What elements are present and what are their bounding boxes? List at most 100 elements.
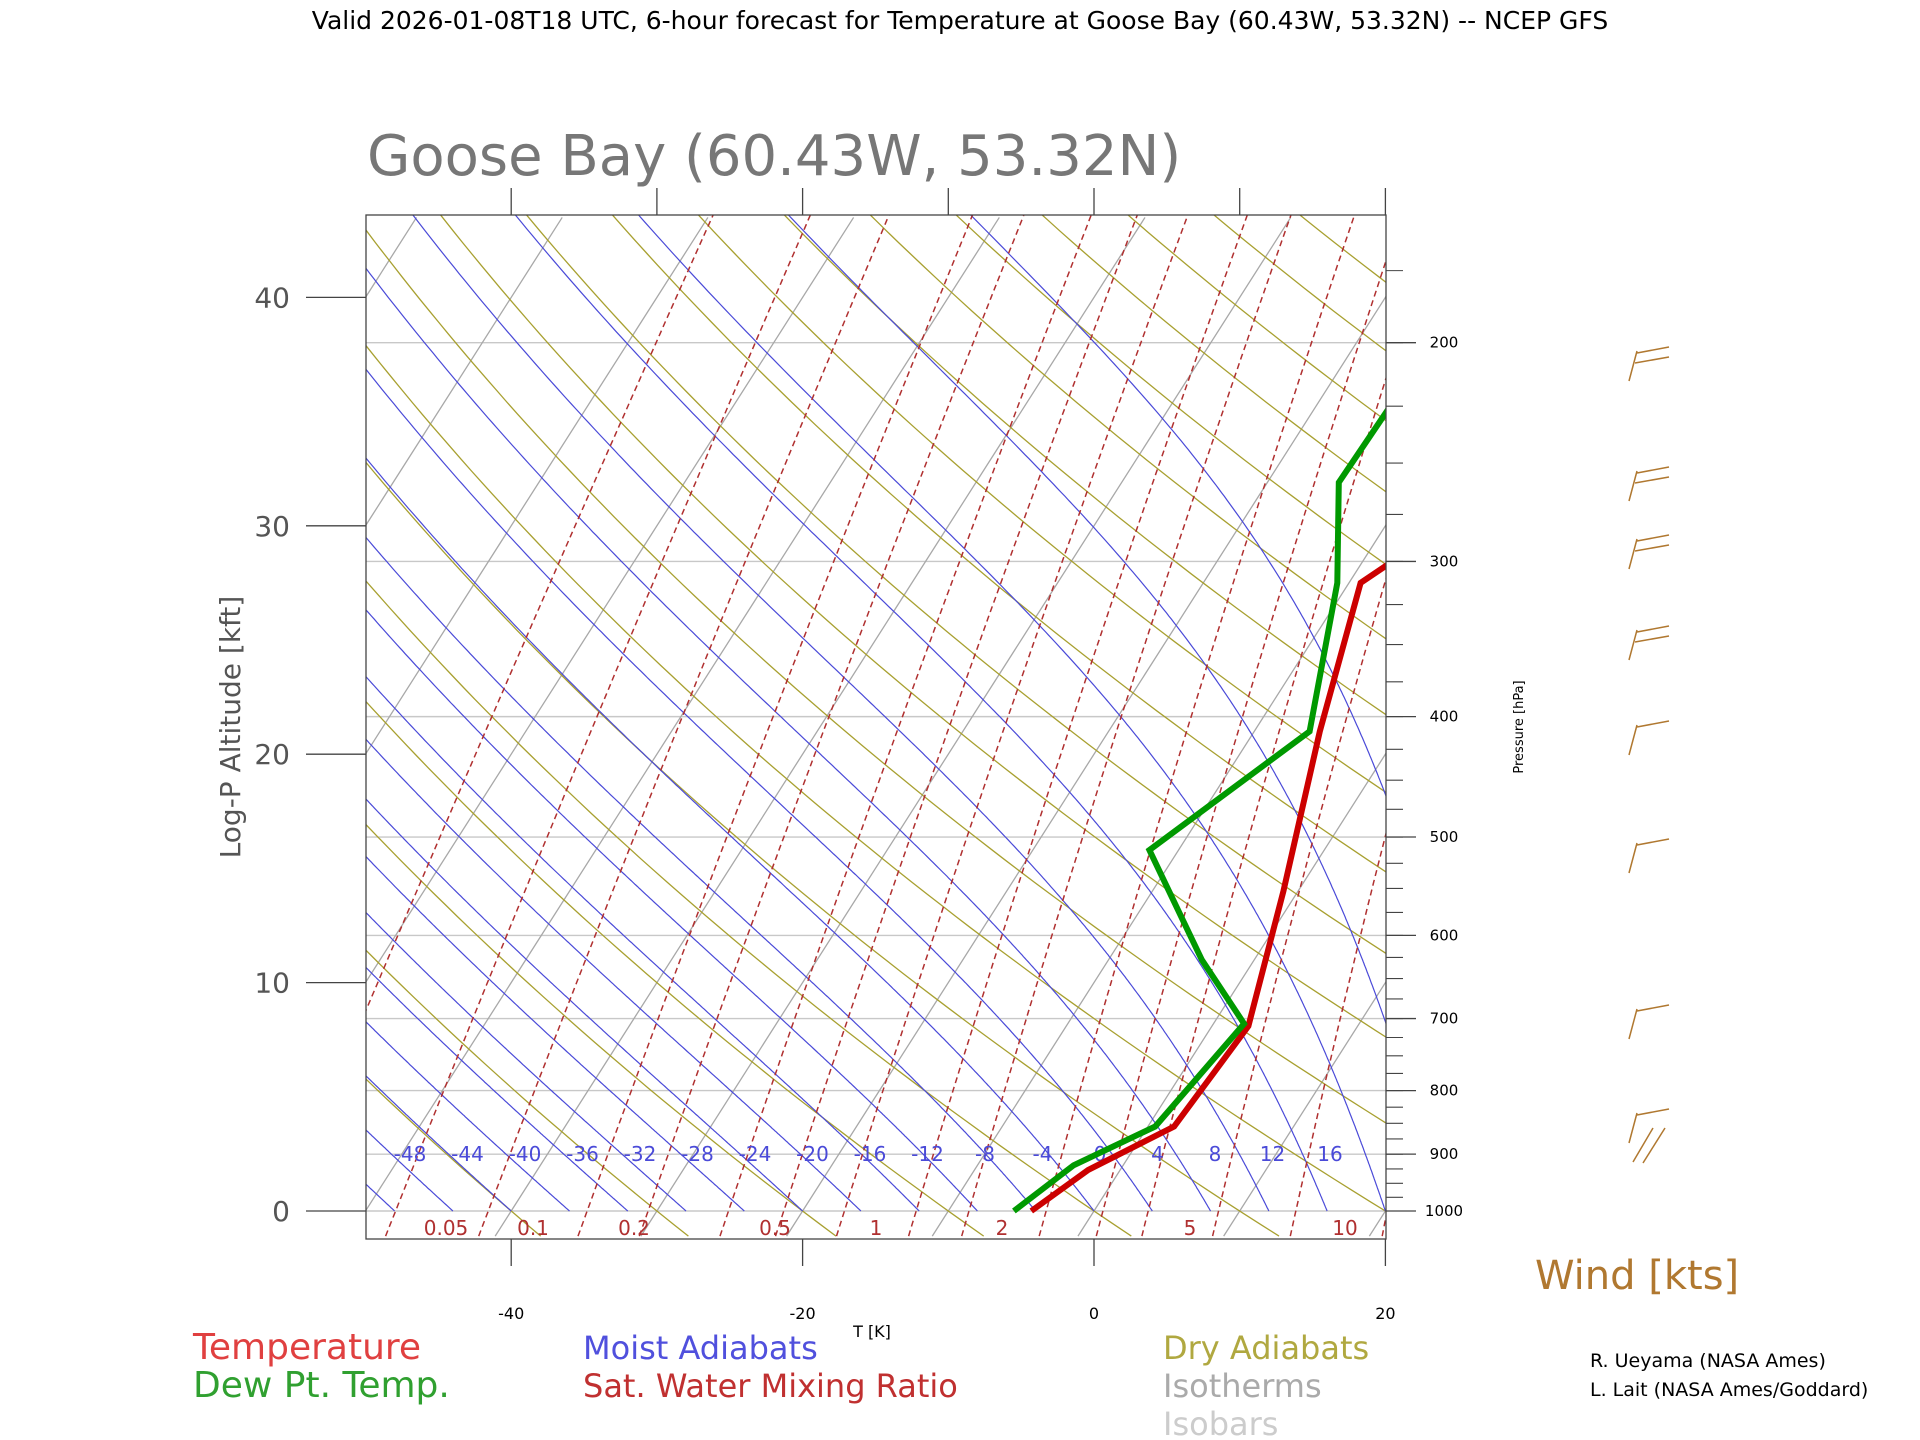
moist-adiabat-line	[366, 609, 978, 1212]
isotherm-line	[1223, 980, 1386, 1237]
moist-adiabat-line	[366, 368, 1153, 1212]
pressure-tick-label: 900	[1430, 1145, 1459, 1163]
wind-barbs	[1628, 346, 1670, 1164]
moist-adiabat-line	[366, 267, 1212, 1212]
dry-adiabat-line	[439, 215, 1386, 1038]
moist-adiabat-line	[787, 215, 1386, 1026]
dry-adiabat-line	[366, 580, 1132, 1237]
moist-adiabat-label: 8	[1209, 1142, 1222, 1166]
isotherm-line	[786, 295, 1386, 1237]
y-tick-label: 10	[254, 967, 290, 1000]
pressure-tick-label: 1000	[1425, 1202, 1463, 1220]
x-tick-label: 20	[1375, 1304, 1395, 1323]
moist-adiabat-label: -28	[681, 1142, 714, 1166]
pressure-tick-label: 300	[1430, 552, 1459, 570]
y-tick-label: 30	[254, 510, 290, 543]
dry-adiabat-line	[366, 700, 985, 1237]
dry-adiabat-line	[366, 461, 1280, 1237]
legend-mixing-ratio: Sat. Water Mixing Ratio	[583, 1367, 958, 1405]
moist-adiabat-label: 12	[1260, 1142, 1285, 1166]
moist-adiabat-line	[637, 215, 1386, 1212]
mixing-ratio-line	[366, 215, 714, 1013]
moist-adiabat-line	[366, 911, 687, 1212]
x-tick-label: -20	[790, 1304, 816, 1323]
dry-adiabat-line	[783, 215, 1386, 716]
mixing-ratio-line	[1289, 830, 1386, 1237]
isotherm-line	[1077, 752, 1386, 1237]
x-tick-label: -40	[498, 1304, 524, 1323]
credit-line: L. Lait (NASA Ames/Goddard)	[1590, 1379, 1868, 1401]
isotherm-line	[494, 217, 1146, 1237]
mixing-ratio-line	[638, 215, 1025, 1237]
moist-adiabat-line	[514, 215, 1328, 1212]
moist-adiabat-label: -16	[854, 1142, 887, 1166]
header-title: Valid 2026-01-08T18 UTC, 6-hour forecast…	[312, 6, 1608, 35]
legend-dry-adiabats: Dry Adiabats	[1163, 1329, 1369, 1367]
mixing-ratio-line	[774, 215, 1139, 1237]
moist-adiabat-line	[412, 215, 1270, 1212]
mixing-ratio-line	[384, 215, 812, 1237]
dewpoint-line	[1012, 407, 1386, 1214]
y-axis-label: Log-P Altitude [kft]	[214, 596, 247, 859]
moist-adiabat-label: -32	[624, 1142, 657, 1166]
mixing-ratio-label: 0.2	[618, 1216, 650, 1240]
dry-adiabat-line	[366, 823, 837, 1237]
mixing-ratio-line	[477, 215, 890, 1237]
moist-adiabat-line	[366, 1020, 570, 1212]
moist-adiabat-line	[366, 457, 1095, 1212]
isotherm-line	[366, 217, 709, 755]
mixing-ratio-line	[1141, 375, 1386, 1237]
pressure-tick-label: 500	[1430, 828, 1459, 846]
isotherm-line	[0, 217, 125, 1236]
mixing-ratio-label: 10	[1332, 1216, 1357, 1240]
pressure-tick-label: 800	[1430, 1082, 1459, 1100]
mixing-ratio-line	[907, 215, 1249, 1237]
dry-adiabat-line	[955, 215, 1386, 566]
y-tick-label: 40	[254, 281, 290, 314]
legend-moist-adiabats: Moist Adiabats	[583, 1329, 818, 1367]
dry-adiabat-line	[525, 215, 1386, 955]
dry-adiabat-line	[366, 1078, 542, 1237]
mixing-ratio-line	[1211, 575, 1386, 1237]
chart-title: Goose Bay (60.43W, 53.32N)	[367, 124, 1181, 189]
dry-adiabat-line	[366, 229, 1386, 1124]
mixing-ratio-line	[1095, 258, 1386, 1237]
dry-adiabat-line	[611, 215, 1386, 873]
moist-adiabat-label: -44	[451, 1142, 484, 1166]
moist-adiabat-label: -24	[739, 1142, 772, 1166]
mixing-ratio-label: 1	[870, 1216, 883, 1240]
moist-adiabat-line	[366, 1075, 512, 1212]
dry-adiabat-line	[869, 215, 1386, 640]
moist-adiabat-label: -48	[394, 1142, 427, 1166]
dry-adiabat-line	[1127, 215, 1386, 422]
moist-adiabat-line	[366, 738, 862, 1212]
mixing-ratio-line	[1619, 208, 1823, 1236]
mixing-ratio-line	[835, 215, 1189, 1237]
isotherm-line	[1515, 217, 1920, 1236]
mixing-ratio-line	[719, 215, 1093, 1237]
dry-adiabat-line	[697, 215, 1386, 794]
pressure-axis-label: Pressure [hPa]	[1512, 680, 1527, 773]
legend-isobars: Isobars	[1163, 1405, 1278, 1440]
moist-adiabat-label: 16	[1317, 1142, 1342, 1166]
moist-adiabat-label: -12	[911, 1142, 944, 1166]
y-tick-label: 0	[272, 1195, 290, 1228]
moist-adiabat-line	[366, 966, 629, 1212]
mixing-ratio-label: 5	[1184, 1216, 1197, 1240]
moist-adiabat-line	[969, 215, 1386, 798]
mixing-ratio-label: 0.1	[517, 1216, 549, 1240]
mixing-ratio-line	[1038, 215, 1356, 1237]
dry-adiabat-line	[366, 949, 689, 1237]
pressure-tick-label: 200	[1430, 334, 1459, 352]
moist-adiabat-line	[366, 675, 920, 1212]
isotherm-line	[366, 217, 418, 298]
moist-adiabat-label: -4	[1033, 1142, 1053, 1166]
isotherm-line	[366, 217, 1000, 1212]
isotherm-line	[931, 523, 1386, 1237]
isotherm-line	[640, 217, 1292, 1237]
dry-adiabat-line	[1041, 215, 1386, 493]
isotherm-line	[366, 217, 855, 984]
mixing-ratio-line	[1381, 1212, 1386, 1237]
credit-line: R. Ueyama (NASA Ames)	[1590, 1350, 1826, 1372]
